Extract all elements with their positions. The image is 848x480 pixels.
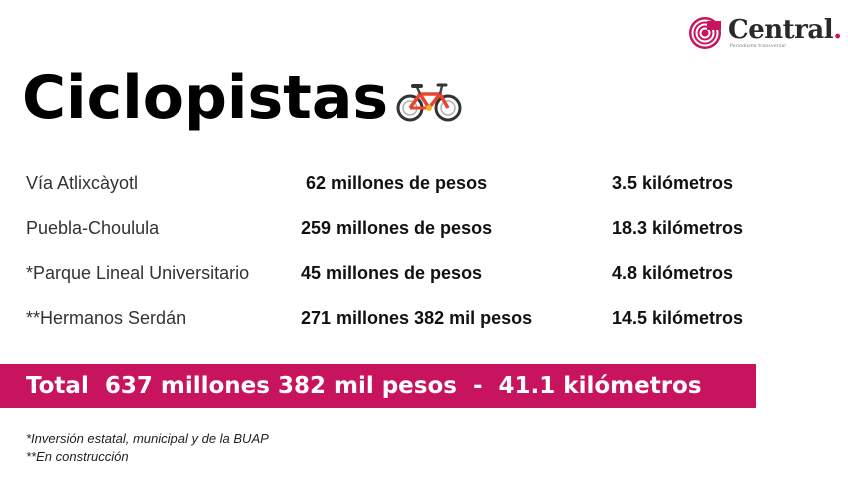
cycle-lanes-table: Vía Atlixcàyotl 62 millones de pesos 3.5… — [26, 168, 806, 348]
route-amount: 45 millones de pesos — [301, 263, 483, 283]
table-row: Vía Atlixcàyotl 62 millones de pesos 3.5… — [26, 168, 806, 213]
footnote-1: *Inversión estatal, municipal y de la BU… — [26, 431, 269, 446]
logo-text: Central. Periodismo transversal — [728, 16, 842, 50]
route-name: Puebla-Choulula — [26, 218, 160, 238]
page-title: Ciclopistas — [22, 63, 389, 133]
table-row: *Parque Lineal Universitario 45 millones… — [26, 258, 806, 303]
route-length: 18.3 kilómetros — [612, 218, 744, 238]
route-amount: 259 millones de pesos — [301, 218, 493, 238]
table-row: **Hermanos Serdán 271 millones 382 mil p… — [26, 303, 806, 348]
route-name: **Hermanos Serdán — [26, 308, 187, 328]
route-name: *Parque Lineal Universitario — [26, 263, 250, 283]
bicycle-icon — [396, 83, 462, 122]
route-length: 14.5 kilómetros — [612, 308, 744, 328]
route-amount: 62 millones de pesos — [301, 173, 488, 193]
footnote-2: **En construcción — [26, 449, 129, 464]
logo-name: Central. — [728, 15, 842, 45]
logo-tagline: Periodismo transversal — [730, 44, 786, 49]
route-amount: 271 millones 382 mil pesos — [301, 308, 533, 328]
route-length: 4.8 kilómetros — [612, 263, 734, 283]
total-banner: Total 637 millones 382 mil pesos - 41.1 … — [0, 364, 756, 408]
table-row: Puebla-Choulula 259 millones de pesos 18… — [26, 213, 806, 258]
footnotes: *Inversión estatal, municipal y de la BU… — [26, 430, 269, 466]
route-name: Vía Atlixcàyotl — [26, 173, 139, 193]
central-logo: Central. Periodismo transversal — [688, 16, 842, 50]
route-length: 3.5 kilómetros — [612, 173, 734, 193]
central-logo-icon — [689, 17, 721, 49]
total-text: Total 637 millones 382 mil pesos - 41.1 … — [26, 373, 702, 399]
